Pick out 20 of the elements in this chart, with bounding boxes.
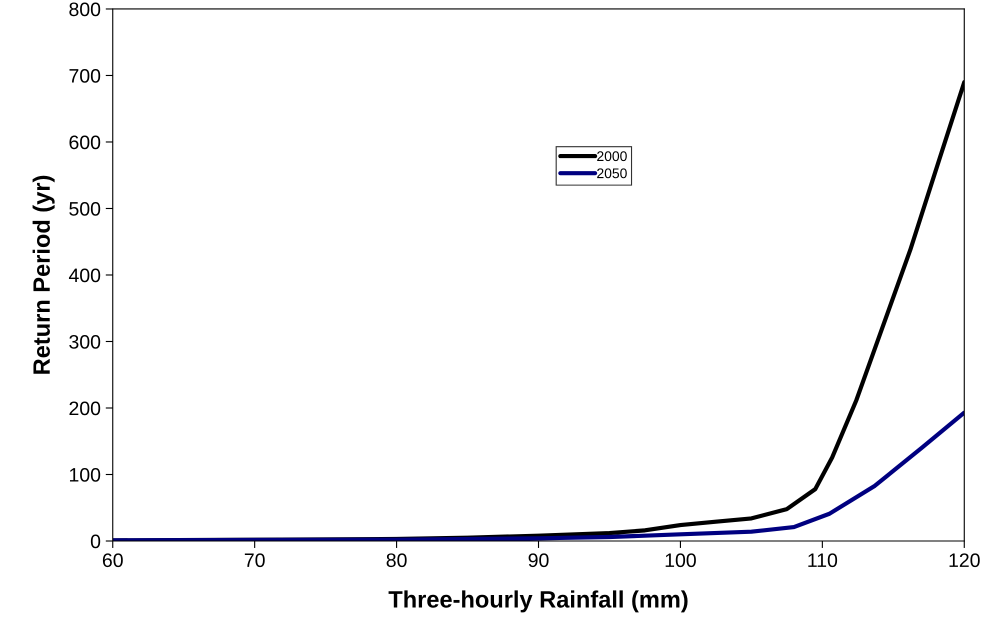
x-tick-label: 120 [950,553,980,568]
x-axis-title: Three-hourly Rainfall (mm) [388,590,688,612]
legend-label: 2050 [597,168,627,178]
y-tick-label: 400 [68,268,100,282]
y-tick-label: 700 [70,68,100,83]
x-tick-label: 60 [102,553,123,568]
x-tick-label: 80 [386,553,407,568]
y-tick-label: 300 [69,334,100,349]
y-tick-label: 600 [69,135,100,150]
y-tick-label: 100 [70,468,100,482]
y-tick-label: 800 [69,2,100,16]
x-tick-label: 70 [244,553,265,568]
x-tick-label: 110 [808,553,838,568]
y-tick-label: 500 [69,202,100,216]
y-tick-label: 200 [69,401,100,416]
y-tick-label: 0 [90,534,100,548]
x-tick-label: 90 [528,553,549,568]
legend-label: 2000 [597,151,627,162]
x-tick-label: 100 [666,553,696,568]
y-axis-title: Return Period (yr) [32,176,55,374]
